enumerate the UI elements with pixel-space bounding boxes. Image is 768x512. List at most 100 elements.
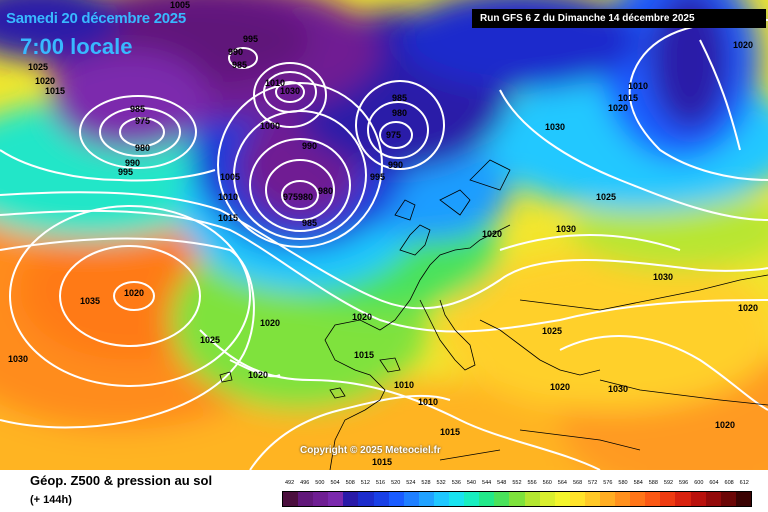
legend-swatch (615, 492, 631, 506)
legend-value: 568 (572, 480, 583, 486)
pressure-label: 985 (392, 93, 407, 103)
pressure-label: 1020 (550, 382, 570, 392)
legend-swatch (358, 492, 374, 506)
legend-swatch (524, 492, 540, 506)
legend-value: 604 (709, 480, 719, 486)
pressure-label: 1030 (545, 122, 565, 132)
color-scale-legend: 492 496 500 504 508 512 516 520 524 528 532 536 540 5… (282, 480, 752, 508)
pressure-label: 1015 (218, 213, 238, 223)
pressure-label: 1015 (45, 86, 65, 96)
pressure-label: 1010 (394, 380, 414, 390)
legend-value: 528 (421, 480, 431, 486)
legend-value: 612 (739, 480, 749, 486)
pressure-label: 1015 (372, 457, 392, 467)
pressure-label: 1020 (608, 103, 628, 113)
legend-value: 540 (466, 480, 477, 486)
legend-swatch (313, 492, 329, 506)
pressure-label: 1020 (352, 312, 372, 322)
legend-swatch (645, 492, 661, 506)
pressure-label: 1025 (596, 192, 616, 202)
pressure-label: 985 (302, 218, 317, 228)
legend-swatch (690, 492, 706, 506)
legend-value: 500 (315, 480, 325, 486)
pressure-label: 1010 (418, 397, 438, 407)
legend-swatch (418, 492, 434, 506)
legend-value: 572 (588, 480, 598, 486)
legend-swatch (449, 492, 465, 506)
legend-swatch (433, 492, 450, 506)
legend-swatch (298, 492, 314, 506)
legend-swatch (675, 492, 691, 506)
pressure-label: 980 (318, 186, 333, 196)
legend-swatch (494, 492, 510, 506)
legend-value: 600 (694, 480, 704, 486)
weather-map: 1005 995 990 985 1025 1020 1015 985 975 980 990 995… (0, 0, 768, 470)
legend-value: 512 (360, 480, 370, 486)
pressure-label: 1020 (248, 370, 268, 380)
legend-value: 556 (527, 480, 537, 486)
legend-swatch (539, 492, 555, 506)
pressure-label: 1025 (28, 62, 48, 72)
forecast-local-time: 7:00 locale (20, 34, 133, 59)
legend-value: 548 (497, 480, 507, 486)
pressure-label: 1015 (440, 427, 460, 437)
pressure-label: 1030 (556, 224, 576, 234)
legend-value: 596 (679, 480, 689, 486)
legend-value: 592 (663, 480, 674, 486)
pressure-label: 1010 (265, 78, 285, 88)
pressure-label: 1030 (608, 384, 628, 394)
pressure-label: 1030 (280, 86, 300, 96)
pressure-label: 985 (232, 60, 247, 70)
pressure-label: 1035 (80, 296, 100, 306)
pressure-label: 975980 (283, 192, 313, 202)
pressure-labels: 1005995990985102510201015985975980990995… (8, 0, 758, 467)
legend-value: 560 (542, 480, 552, 486)
legend-value: 588 (648, 480, 658, 486)
legend-swatch (509, 492, 525, 506)
pressure-label: 1010 (628, 81, 648, 91)
pressure-label: 1020 (482, 229, 502, 239)
pressure-label: 1005 (220, 172, 240, 182)
legend-swatch (283, 492, 299, 506)
legend-value: 504 (330, 480, 340, 486)
pressure-label: 1015 (354, 350, 374, 360)
legend-value: 508 (345, 480, 355, 486)
pressure-label: 1030 (653, 272, 673, 282)
legend-value: 564 (557, 480, 567, 486)
legend-value: 496 (300, 480, 310, 486)
pressure-label: 1030 (8, 354, 28, 364)
pressure-label: 975 (135, 116, 150, 126)
pressure-label: 995 (370, 172, 385, 182)
pressure-label: 1005 (170, 0, 190, 10)
chart-title: Géop. Z500 & pression au sol (30, 473, 213, 488)
legend-value: 532 (436, 480, 446, 486)
legend-swatch (569, 492, 585, 506)
legend-swatch (373, 492, 389, 506)
pressure-label: 1025 (200, 335, 220, 345)
legend-value: 608 (724, 480, 734, 486)
legend-swatch (388, 492, 404, 506)
pressure-label: 990 (302, 141, 317, 151)
legend-value: 552 (512, 480, 522, 486)
legend-value: 492 (284, 480, 295, 486)
pressure-label: 995 (243, 34, 258, 44)
pressure-label: 990 (125, 158, 140, 168)
legend-value: 520 (391, 480, 401, 486)
coastlines (219, 159, 768, 470)
legend-swatch (720, 492, 736, 506)
pressure-label: 990 (228, 47, 243, 57)
legend-value: 584 (633, 480, 643, 486)
isobars (0, 19, 768, 470)
pressure-label: 975 (386, 130, 401, 140)
pressure-label: 1020 (738, 303, 758, 313)
run-info-banner: Run GFS 6 Z du Dimanche 14 décembre 2025 (472, 9, 766, 28)
pressure-label: 995 (118, 167, 133, 177)
legend-swatch (328, 492, 344, 506)
legend-value: 516 (375, 480, 386, 486)
legend-bar (282, 491, 752, 507)
pressure-label: 1020 (124, 288, 144, 298)
map-canvas: 1005995990985102510201015985975980990995… (0, 0, 768, 470)
pressure-label: 1020 (715, 420, 735, 430)
geopotential-shading (0, 0, 768, 470)
